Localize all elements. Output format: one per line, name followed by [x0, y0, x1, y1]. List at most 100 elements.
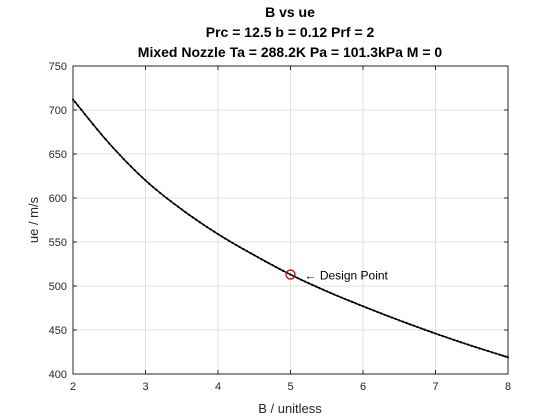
series-point	[314, 285, 317, 288]
series-point	[253, 254, 256, 257]
series-point	[351, 300, 354, 303]
series-point	[249, 252, 252, 255]
series-point	[80, 108, 83, 111]
series-point	[180, 208, 183, 211]
series-point	[220, 235, 223, 238]
series-point	[336, 294, 339, 298]
series-point	[166, 197, 169, 200]
series-point	[76, 104, 80, 107]
y-tick-label: 700	[49, 105, 67, 117]
series-point	[438, 333, 441, 336]
series-point	[394, 317, 397, 321]
series-point	[340, 296, 343, 299]
series-point	[260, 258, 263, 261]
series-point	[325, 290, 328, 293]
series-point	[282, 269, 285, 272]
series-point	[332, 293, 336, 296]
series-point	[148, 182, 151, 185]
series-point	[227, 239, 230, 242]
tick-marks	[72, 65, 509, 375]
series-point	[96, 128, 99, 131]
series-point	[329, 291, 332, 294]
series-point	[129, 165, 133, 168]
series-point	[486, 349, 490, 353]
series-point	[209, 228, 212, 231]
series-point	[470, 344, 473, 347]
tick-labels: 2 3 4 5 6 7 8 400 450 500 550 600 650 700 750	[49, 61, 511, 393]
y-tick-label: 750	[49, 61, 67, 73]
series-point	[430, 331, 433, 334]
series-point	[448, 337, 452, 340]
series-point	[173, 202, 176, 206]
series-point	[482, 348, 485, 351]
y-tick-label: 400	[49, 369, 67, 381]
series-point	[115, 150, 118, 153]
series-point	[398, 319, 401, 322]
series-point	[126, 161, 129, 164]
series-point	[463, 342, 466, 345]
y-tick-label: 600	[49, 193, 67, 205]
series-point	[274, 265, 278, 269]
series-point	[278, 267, 281, 271]
x-tick-label: 5	[287, 381, 293, 393]
series-point	[318, 286, 321, 290]
series-point	[419, 327, 423, 330]
series-point	[409, 323, 412, 326]
series-point	[83, 113, 86, 116]
series-point	[264, 260, 267, 263]
series-point	[434, 332, 437, 335]
series-point	[354, 302, 357, 305]
series-point	[296, 277, 299, 280]
series-point	[111, 146, 114, 149]
series-point	[100, 133, 103, 136]
series-point	[376, 310, 379, 314]
x-axis-label: B / unitless	[258, 401, 322, 416]
y-axis-label: ue / m/s	[26, 196, 41, 243]
series-point	[198, 221, 201, 224]
series-point	[191, 216, 194, 219]
series-point	[390, 316, 394, 319]
annotation-layer: ← Design Point	[285, 269, 389, 283]
x-tick-label: 4	[215, 381, 221, 393]
series-point	[358, 303, 361, 306]
series-point	[155, 188, 158, 191]
series-point	[74, 100, 77, 104]
series-point	[380, 312, 383, 315]
series-point	[158, 191, 162, 194]
y-tick-label: 500	[49, 281, 67, 293]
series-point	[441, 334, 444, 338]
y-tick-label: 650	[49, 149, 67, 161]
series-point	[322, 288, 325, 291]
series-point	[104, 138, 107, 141]
series-point	[387, 315, 390, 318]
series-point	[195, 218, 198, 221]
series-point	[242, 248, 245, 251]
series-point	[401, 320, 404, 323]
series-point	[416, 325, 419, 329]
series-point	[478, 347, 481, 350]
series-point	[459, 341, 462, 344]
series-point	[369, 308, 372, 311]
series-point	[133, 169, 136, 172]
chart-title-line-3: Mixed Nozzle Ta = 288.2K Pa = 101.3kPa M…	[138, 44, 443, 60]
series-point	[372, 309, 375, 312]
series-point	[307, 282, 310, 285]
series-point	[238, 245, 241, 249]
x-tick-label: 6	[360, 381, 366, 393]
series-point	[491, 351, 494, 354]
series-point	[504, 355, 507, 358]
series-point	[474, 345, 477, 349]
design-point-marker	[285, 269, 296, 280]
y-tick-label: 550	[49, 237, 67, 249]
series-point	[213, 230, 216, 233]
series-point	[235, 243, 238, 247]
series-point	[256, 256, 259, 259]
series-point	[423, 328, 426, 331]
series-point	[267, 262, 270, 265]
series-point	[365, 306, 368, 309]
x-tick-label: 3	[142, 381, 148, 393]
series-point	[361, 305, 365, 308]
x-tick-label: 7	[432, 381, 438, 393]
